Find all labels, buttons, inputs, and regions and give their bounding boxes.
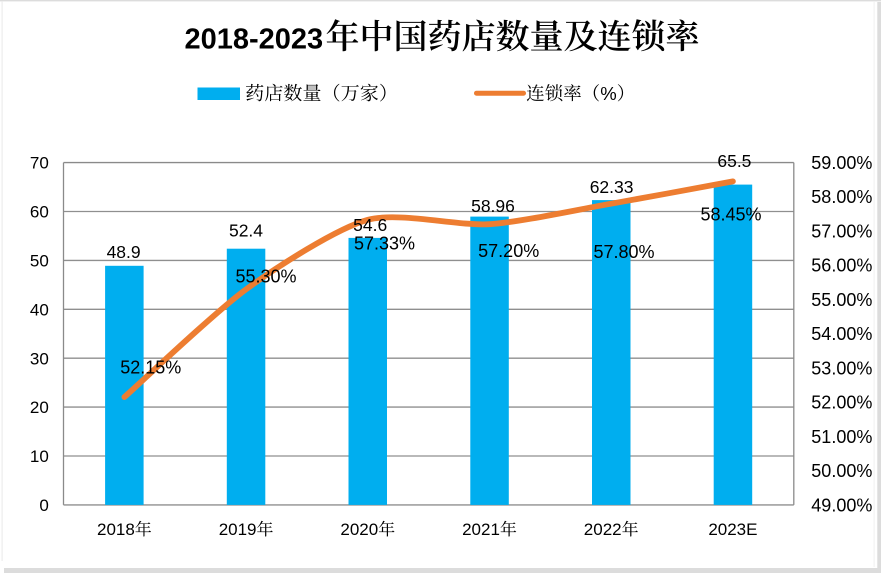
- svg-text:2020: 2020: [340, 520, 378, 539]
- svg-text:49.00%: 49.00%: [811, 495, 872, 515]
- svg-text:56.00%: 56.00%: [811, 256, 872, 276]
- svg-text:57.00%: 57.00%: [811, 222, 872, 242]
- svg-text:55.30%: 55.30%: [235, 266, 296, 286]
- svg-text:52.4: 52.4: [229, 221, 263, 241]
- svg-text:57.80%: 57.80%: [593, 242, 654, 262]
- svg-text:51.00%: 51.00%: [811, 427, 872, 447]
- svg-text:59.00%: 59.00%: [811, 153, 872, 173]
- svg-text:58.45%: 58.45%: [700, 204, 761, 224]
- svg-text:65.5: 65.5: [717, 151, 751, 171]
- svg-text:50.00%: 50.00%: [811, 461, 872, 481]
- svg-text:48.9: 48.9: [107, 242, 141, 262]
- svg-text:60: 60: [30, 203, 49, 222]
- svg-text:2023E: 2023E: [708, 520, 757, 539]
- svg-text:55.00%: 55.00%: [811, 290, 872, 310]
- svg-text:70: 70: [30, 154, 49, 173]
- svg-text:58.96: 58.96: [471, 196, 515, 216]
- svg-text:30: 30: [30, 349, 49, 368]
- svg-text:54.00%: 54.00%: [811, 324, 872, 344]
- svg-text:2021: 2021: [462, 520, 500, 539]
- svg-text:2019: 2019: [219, 520, 257, 539]
- svg-text:58.00%: 58.00%: [811, 187, 872, 207]
- svg-text:20: 20: [30, 398, 49, 417]
- svg-text:40: 40: [30, 300, 49, 319]
- svg-text:0: 0: [39, 496, 48, 515]
- svg-text:10: 10: [30, 447, 49, 466]
- svg-text:52.15%: 52.15%: [120, 358, 181, 378]
- svg-text:54.6: 54.6: [353, 215, 387, 235]
- svg-text:57.33%: 57.33%: [354, 234, 415, 254]
- svg-text:2018: 2018: [97, 520, 135, 539]
- svg-text:%: %: [600, 83, 616, 104]
- svg-text:57.20%: 57.20%: [478, 241, 539, 261]
- svg-text:2022: 2022: [584, 520, 622, 539]
- svg-text:50: 50: [30, 252, 49, 271]
- svg-text:2018-2023: 2018-2023: [185, 23, 324, 55]
- svg-text:52.00%: 52.00%: [811, 393, 872, 413]
- svg-text:53.00%: 53.00%: [811, 358, 872, 378]
- svg-text:62.33: 62.33: [590, 177, 634, 197]
